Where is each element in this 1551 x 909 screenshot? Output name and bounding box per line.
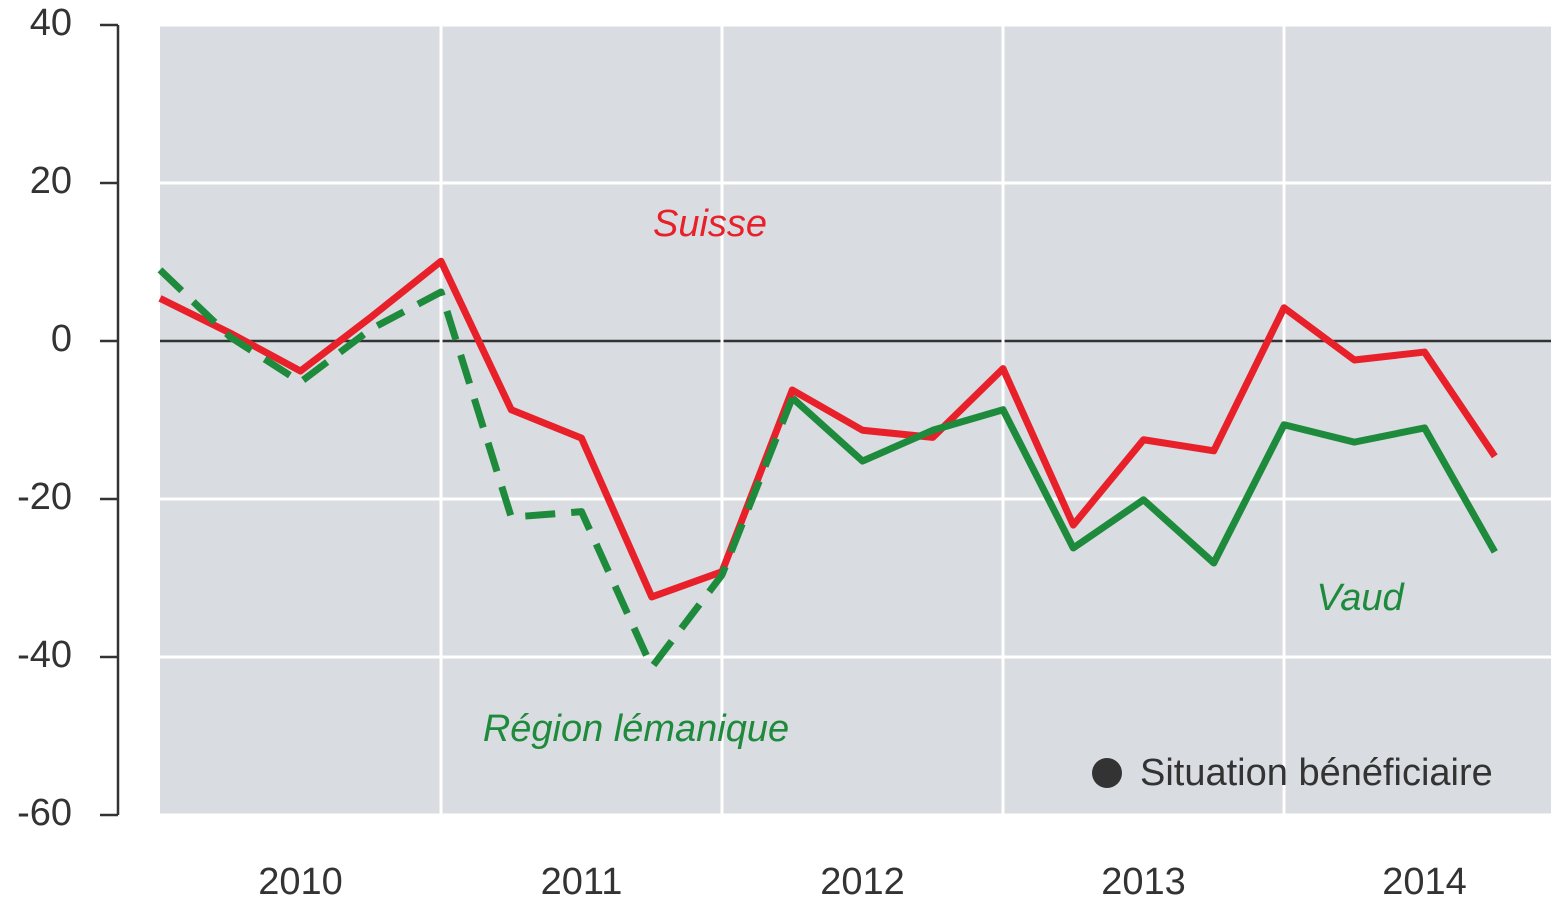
- x-tick-label: 2010: [258, 861, 343, 903]
- series-line: [789, 395, 1498, 567]
- x-tick-label: 2013: [1101, 861, 1186, 903]
- x-tick-label: 2012: [820, 861, 905, 903]
- series-label: Région lémanique: [483, 708, 789, 750]
- y-tick-label: -40: [17, 634, 72, 676]
- annotation: Situation bénéficiaire: [1140, 752, 1493, 794]
- y-tick-label: 0: [51, 318, 72, 360]
- plot-area: [160, 25, 1551, 815]
- x-tick-label: 2011: [541, 861, 623, 903]
- y-tick-label: -20: [17, 476, 72, 518]
- x-tick-label: 2014: [1382, 861, 1467, 903]
- annotation-dot: [1092, 758, 1122, 788]
- series-label: Vaud: [1316, 577, 1405, 619]
- series-line: [157, 267, 796, 671]
- series-label: Suisse: [653, 203, 767, 245]
- series-line: [158, 257, 1498, 601]
- y-tick-label: 40: [30, 2, 72, 44]
- y-tick-label: 20: [30, 160, 72, 202]
- y-tick-label: -60: [17, 792, 72, 834]
